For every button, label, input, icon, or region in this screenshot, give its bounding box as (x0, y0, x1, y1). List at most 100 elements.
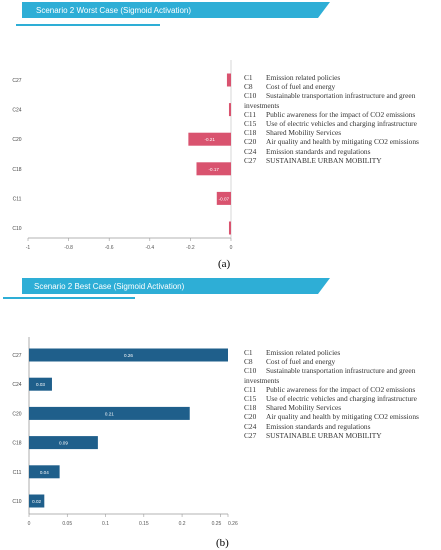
data-label: 0.26 (124, 353, 133, 358)
legend-entry: C10 Sustainable transportation infrastruc… (244, 366, 419, 375)
panel-worst-case: Scenario 2 Worst Case (Sigmoid Activatio… (12, 2, 419, 270)
bar (29, 436, 98, 450)
bar (29, 465, 60, 479)
legend-code: C15 (244, 119, 257, 129)
data-label: 0.09 (59, 441, 68, 446)
legend-description: Cost of fuel and energy (266, 82, 336, 92)
category-label: C27 (12, 353, 21, 359)
legend-entry: C10 Sustainable transportation infrastruc… (244, 91, 419, 100)
legend-code: C1 (244, 348, 253, 357)
x-tick-label: 0.26 (228, 521, 238, 527)
legend-code: C11 (244, 109, 257, 119)
data-label: 0.21 (105, 411, 114, 416)
legend-entry: C18 Shared Mobility Services (244, 403, 419, 412)
x-tick-label: 0 (230, 245, 233, 251)
panel-label: (b) (216, 537, 229, 549)
legend-code: C10 (244, 91, 257, 101)
legend-entry: C27 SUSTAINABLE URBAN MOBILITY (244, 156, 419, 165)
legend-entry: C20 Air quality and health by mitigating … (244, 412, 419, 421)
legend-worst-case: C1 Emission related policies C8 Cost of fue… (244, 73, 419, 165)
legend-description-continued: investments (244, 100, 280, 110)
bar (228, 221, 231, 235)
legend-entry: C8 Cost of fuel and energy (244, 357, 419, 366)
legend-code: C20 (244, 412, 257, 422)
chart-best-case: 0 0.05 0.1 0.15 0.2 0.25 0.26 C27 0.26 C24 0.03 C20… (12, 337, 238, 527)
legend-description: Shared Mobility Services (266, 403, 342, 413)
x-tick-label: 0.1 (102, 521, 109, 527)
legend-entry: C20 Air quality and health by mitigating … (244, 137, 419, 146)
legend-code: C10 (244, 366, 257, 376)
category-label: C18 (12, 441, 21, 447)
category-label: C20 (12, 411, 21, 417)
legend-code: C24 (244, 421, 257, 431)
banner-title: Scenario 2 Worst Case (Sigmoid Activatio… (36, 6, 192, 15)
x-tick-label: 0.2 (179, 521, 186, 527)
legend-description: Emission standards and regulations (266, 421, 371, 431)
data-label: -0.07 (219, 196, 230, 201)
legend-entry: C24 Emission standards and regulations (244, 147, 419, 156)
bar (29, 406, 190, 420)
legend-description: Sustainable transportation infrastructur… (266, 366, 416, 376)
legend-description: Emission related policies (266, 73, 341, 82)
x-tick-label: 0.25 (212, 521, 222, 527)
legend-code: C1 (244, 73, 253, 82)
legend-entry: C11 Public awareness for the impact of CO… (244, 110, 419, 119)
x-tick-label: 0 (28, 521, 31, 527)
legend-description: Sustainable transportation infrastructur… (266, 91, 416, 101)
legend-description: Use of electric vehicles and charging in… (266, 119, 417, 129)
banner-underline (16, 24, 160, 26)
legend-code: C15 (244, 394, 257, 404)
bar (188, 132, 231, 146)
legend-entry: C8 Cost of fuel and energy (244, 82, 419, 91)
legend-description: Emission standards and regulations (266, 146, 371, 156)
legend-description: Cost of fuel and energy (266, 357, 336, 367)
data-label: 0.02 (32, 499, 41, 504)
category-label: C10 (12, 499, 21, 505)
legend-entry: C1 Emission related policies (244, 73, 419, 82)
legend-description: Public awareness for the impact of CO2 e… (266, 109, 416, 119)
category-label: C11 (13, 196, 22, 202)
chart-worst-case: -1 -0.8 -0.6 -0.4 -0.2 0 C27 C24 C20 -0.21 C18 -0.1… (12, 60, 233, 251)
legend-code: C11 (244, 384, 257, 394)
data-label: 0.03 (36, 382, 45, 387)
legend-entry: C24 Emission standards and regulations (244, 422, 419, 431)
bar (29, 377, 52, 391)
legend-code: C27 (244, 430, 257, 440)
legend-code: C18 (244, 128, 257, 138)
legend-best-case: C1 Emission related policies C8 Cost of fue… (244, 348, 419, 440)
bar (216, 191, 231, 205)
bar (226, 73, 231, 87)
legend-description: Use of electric vehicles and charging in… (266, 394, 417, 404)
category-label: C18 (12, 167, 21, 173)
legend-description: Air quality and health by mitigating CO2… (266, 412, 419, 422)
legend-code: C20 (244, 137, 257, 147)
legend-code: C24 (244, 146, 257, 156)
bar (196, 162, 231, 176)
panel-best-case: Scenario 2 Best Case (Sigmoid Activation… (0, 275, 441, 550)
legend-entry: C27 SUSTAINABLE URBAN MOBILITY (244, 431, 419, 440)
x-tick-label: -0.4 (145, 245, 154, 251)
legend-entry: C15 Use of electric vehicles and charging… (244, 394, 419, 403)
legend-code: C18 (244, 403, 257, 413)
legend-description: Shared Mobility Services (266, 128, 342, 138)
category-label: C24 (12, 382, 21, 388)
bar (29, 494, 45, 508)
x-tick-label: 0.05 (62, 521, 72, 527)
category-label: C11 (13, 470, 22, 476)
legend-entry: C18 Shared Mobility Services (244, 128, 419, 137)
legend-description: Air quality and health by mitigating CO2… (266, 137, 419, 147)
banner-best-case (22, 278, 330, 294)
category-label: C27 (12, 78, 21, 84)
data-label: -0.17 (209, 167, 220, 172)
x-tick-label: -1 (26, 245, 31, 251)
bar (228, 103, 231, 117)
x-tick-label: 0.15 (139, 521, 149, 527)
legend-description: Public awareness for the impact of CO2 e… (266, 384, 416, 394)
bar (29, 348, 228, 362)
legend-description: SUSTAINABLE URBAN MOBILITY (266, 155, 382, 165)
legend-description-continued: investments (244, 375, 280, 385)
legend-entry: C1 Emission related policies (244, 348, 419, 357)
legend-code: C8 (244, 357, 253, 367)
legend-description: SUSTAINABLE URBAN MOBILITY (266, 430, 382, 440)
banner-underline (3, 297, 135, 299)
